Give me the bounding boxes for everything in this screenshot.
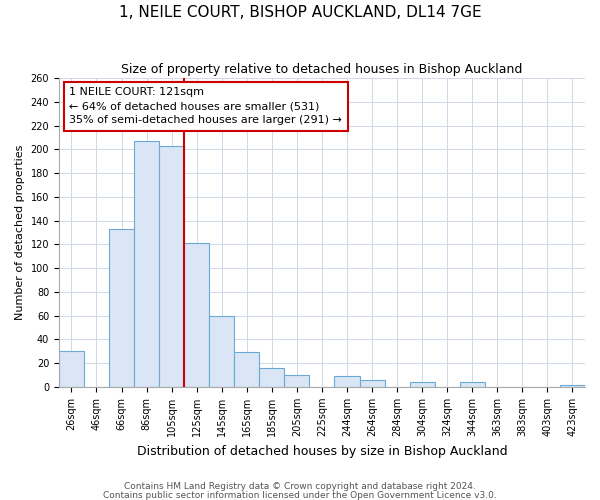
X-axis label: Distribution of detached houses by size in Bishop Auckland: Distribution of detached houses by size … (137, 444, 507, 458)
Bar (159, 146, 184, 387)
Bar (109, 229, 134, 387)
Text: Contains public sector information licensed under the Open Government Licence v3: Contains public sector information licen… (103, 490, 497, 500)
Text: 1, NEILE COURT, BISHOP AUCKLAND, DL14 7GE: 1, NEILE COURT, BISHOP AUCKLAND, DL14 7G… (119, 5, 481, 20)
Bar (334, 376, 359, 387)
Bar (184, 243, 209, 387)
Text: 1 NEILE COURT: 121sqm
← 64% of detached houses are smaller (531)
35% of semi-det: 1 NEILE COURT: 121sqm ← 64% of detached … (70, 88, 342, 126)
Bar (284, 375, 310, 387)
Bar (259, 368, 284, 387)
Text: Contains HM Land Registry data © Crown copyright and database right 2024.: Contains HM Land Registry data © Crown c… (124, 482, 476, 491)
Bar (359, 380, 385, 387)
Bar (234, 352, 259, 387)
Bar (59, 352, 84, 387)
Bar (560, 384, 585, 387)
Bar (209, 316, 234, 387)
Bar (460, 382, 485, 387)
Bar (134, 141, 159, 387)
Y-axis label: Number of detached properties: Number of detached properties (15, 145, 25, 320)
Title: Size of property relative to detached houses in Bishop Auckland: Size of property relative to detached ho… (121, 62, 523, 76)
Bar (410, 382, 434, 387)
